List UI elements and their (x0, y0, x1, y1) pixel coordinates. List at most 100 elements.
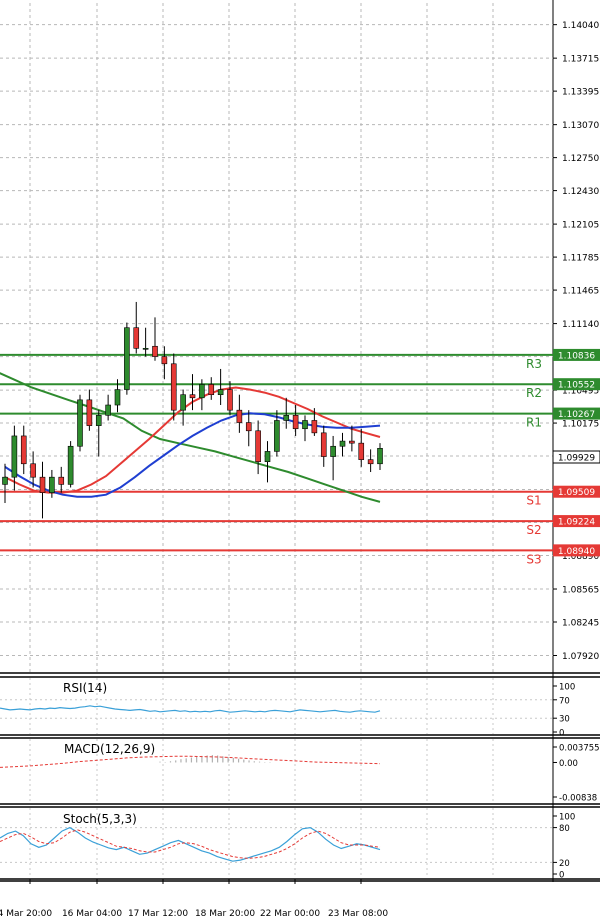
candlesticks (2, 301, 383, 519)
stoch-tick-label: 100 (559, 813, 575, 823)
candle-body (67, 445, 74, 485)
candle-body (180, 394, 186, 411)
time-tick-label: 17 Mar 12:00 (128, 909, 188, 919)
price-tick-label: 1.10175 (562, 420, 599, 430)
price-tick-label: 1.13715 (562, 55, 599, 65)
pivot-level-name: S3 (526, 552, 541, 566)
price-tick-label: 1.10495 (562, 387, 599, 397)
macd-label: MACD(12,26,9) (64, 742, 155, 756)
pivot-level-name: R1 (526, 416, 542, 430)
candle-body (189, 394, 196, 399)
price-tick-label: 1.08890 (562, 552, 599, 562)
price-tick-label: 1.07920 (562, 652, 599, 662)
current-price-label: 1.09929 (558, 454, 595, 464)
rsi-panel: RSI(14) 100 70 30 0 (0, 678, 575, 739)
time-tick-label: 16 Mar 04:00 (62, 909, 122, 919)
candle-body (377, 448, 383, 465)
price-tick-label: 1.11140 (562, 320, 599, 330)
stoch-label: Stoch(5,3,3) (63, 812, 137, 826)
candle-body (2, 476, 8, 485)
macd-tick-label: 0.00 (559, 759, 578, 769)
price-tick-label: 1.08565 (562, 586, 599, 596)
macd-tick-label: 0.003755 (559, 744, 600, 754)
moving-average-line (4, 412, 381, 498)
candle-body (95, 415, 102, 426)
candle-body (367, 459, 374, 465)
candle-body (264, 451, 271, 463)
pivot-level-tag (553, 515, 600, 528)
rsi-tick-label: 0 (559, 729, 564, 739)
rsi-tick-label: 70 (559, 696, 570, 706)
pivot-level-value: 1.09509 (558, 488, 595, 498)
candle-body (133, 327, 140, 349)
time-tick-label: 14 Mar 20:00 (0, 909, 52, 919)
pivot-level-name: R3 (526, 357, 542, 371)
candle-body (283, 415, 290, 421)
candle-body (236, 409, 243, 423)
price-tick-label: 1.12750 (562, 154, 599, 164)
pivot-level-labels: 1.10836 1.10552 1.10267 1.09509 1.09224 1.089… (553, 348, 600, 557)
candle-body (320, 432, 327, 457)
candle-body (292, 415, 299, 430)
rsi-line (0, 705, 381, 713)
candle-body (58, 476, 65, 485)
candle-body (30, 463, 36, 478)
time-tick-label: 22 Mar 00:00 (260, 909, 320, 919)
pivot-level-name: R2 (526, 386, 542, 400)
rsi-tick-label: 100 (559, 683, 575, 693)
stoch-tick-label: 80 (559, 824, 570, 834)
price-tick-label: 1.14040 (562, 21, 599, 31)
candle-body (208, 384, 215, 396)
pivot-level-tag (553, 544, 600, 557)
candle-body (199, 384, 205, 399)
time-tick-label: 23 Mar 08:00 (328, 909, 388, 919)
price-tick-label: 1.08245 (562, 619, 599, 629)
candle-body (142, 348, 149, 350)
candle-body (358, 442, 365, 460)
pivot-level-tag (553, 485, 600, 498)
rsi-label: RSI(14) (63, 681, 107, 695)
stoch-tick-label: 20 (559, 859, 570, 869)
pivot-level-tag (553, 407, 600, 420)
pivot-level-tag (553, 348, 600, 361)
candle-body (302, 420, 308, 430)
candle-body (245, 422, 252, 432)
candle-body (274, 420, 280, 452)
price-tick-label: 1.13070 (562, 121, 599, 131)
current-price-box (552, 450, 600, 464)
candle-body (11, 435, 18, 478)
candle-body (49, 476, 55, 493)
candle-body (217, 389, 224, 396)
candle-body (255, 430, 261, 463)
price-tick-label: 1.12430 (562, 187, 599, 197)
price-axis: 1.14040 1.13715 1.13395 1.13070 1.12750 1.124… (553, 21, 599, 662)
candle-body (86, 399, 93, 426)
pivot-level-name: S2 (526, 523, 541, 537)
candle-body (349, 440, 355, 444)
stoch-signal-line (0, 829, 381, 859)
macd-panel: MACD(12,26,9) 0.003755 0.00 -0.00838 (0, 739, 600, 804)
candle-body (105, 404, 111, 416)
price-tick-label: 1.13395 (562, 88, 599, 98)
candle-body (152, 345, 158, 357)
candle-body (330, 445, 336, 457)
candle-body (39, 476, 46, 493)
candle-body (124, 327, 130, 390)
candle-body (311, 420, 318, 434)
price-tick-label: 1.11785 (562, 254, 599, 264)
candle-body (20, 435, 27, 465)
candle-body (161, 356, 168, 365)
panel-frames (0, 0, 600, 882)
price-tick-label: 1.12105 (562, 221, 599, 231)
grid-lines (0, 3, 553, 672)
stoch-main-line (0, 826, 381, 862)
time-axis: 14 Mar 20:00 16 Mar 04:00 17 Mar 12:00 18 M… (0, 879, 388, 919)
macd-tick-label: -0.00838 (559, 794, 597, 804)
pivot-level-name: S1 (526, 494, 541, 508)
time-tick-label: 18 Mar 20:00 (195, 909, 255, 919)
pivot-level-tag (553, 378, 600, 391)
pivot-level-names: R3 R2 R1 S1 S2 S3 (526, 357, 542, 566)
candle-body (227, 389, 233, 411)
